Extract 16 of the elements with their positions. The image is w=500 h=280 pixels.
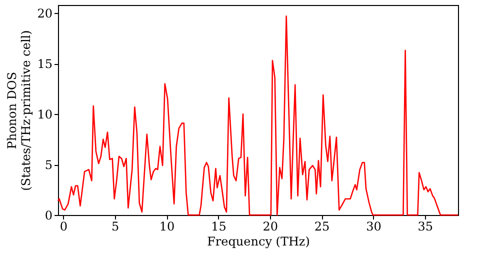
x-axis-title: Frequency (THz) xyxy=(207,234,310,248)
y-tick-label: 5 xyxy=(44,158,52,172)
x-tick-label: 30 xyxy=(366,220,382,234)
y-tick-label: 0 xyxy=(44,208,52,222)
x-tick-label: 20 xyxy=(262,220,278,234)
y-tick-label: 10 xyxy=(37,108,52,122)
line-series xyxy=(57,15,459,216)
x-tick-label: 35 xyxy=(418,220,434,234)
y-axis-title: Phonon DOS (States/THz·primitive cell) xyxy=(5,30,34,191)
x-tick-label: 5 xyxy=(112,220,120,234)
y-tick-label: 15 xyxy=(37,57,52,72)
x-tick-label: 15 xyxy=(211,220,226,234)
x-tick-label: 10 xyxy=(159,220,175,234)
y-tick-label: 20 xyxy=(37,6,52,21)
x-tick-label: 0 xyxy=(60,220,68,234)
x-tick-label: 25 xyxy=(314,220,330,234)
